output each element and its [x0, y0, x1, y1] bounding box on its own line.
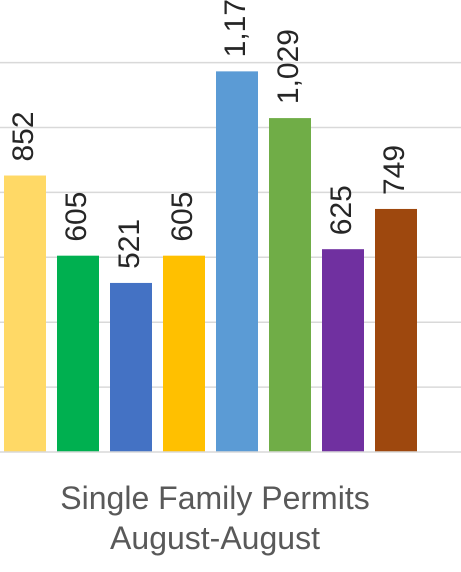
bar-5: [216, 71, 258, 452]
data-label-3: 521: [113, 219, 146, 269]
data-label-2: 605: [60, 192, 93, 242]
chart-title: Single Family Permits August-August: [0, 478, 430, 558]
data-label-4: 605: [166, 192, 199, 242]
bar-2: [57, 255, 99, 452]
data-labels: 852 605 521 605 1,173 1,029 625 749: [7, 0, 411, 269]
bar-4: [163, 255, 205, 452]
bars: [4, 71, 417, 452]
data-label-6: 1,029: [272, 29, 305, 104]
bar-1: [4, 175, 46, 452]
chart-title-line-2: August-August: [110, 520, 320, 556]
bar-3: [110, 282, 152, 452]
data-label-5: 1,173: [219, 0, 252, 57]
data-label-7: 625: [325, 185, 358, 235]
data-label-1: 852: [7, 111, 40, 161]
bar-8: [375, 208, 417, 452]
data-label-8: 749: [378, 145, 411, 195]
bar-6: [269, 118, 311, 452]
bar-7: [322, 249, 364, 452]
chart-title-line-1: Single Family Permits: [60, 480, 370, 516]
